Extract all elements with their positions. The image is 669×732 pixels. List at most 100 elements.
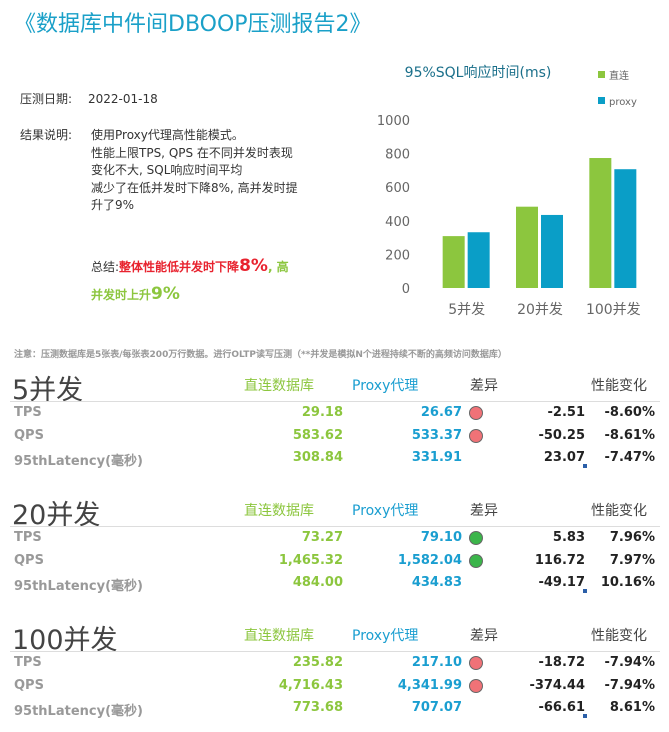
column-header: 性能变化 xyxy=(591,378,647,394)
direct-value: 773.68 xyxy=(292,700,343,715)
direct-value: 1,465.32 xyxy=(278,552,343,568)
bar xyxy=(589,158,612,288)
status-indicator xyxy=(469,406,483,420)
x-tick-label: 100并发 xyxy=(586,302,641,318)
summary-label: 总结: xyxy=(91,260,120,274)
legend-swatch xyxy=(598,97,605,104)
status-indicator xyxy=(469,678,483,693)
bar xyxy=(467,232,490,288)
change-value: -8.60% xyxy=(604,405,656,420)
diff-value: -49.17 xyxy=(538,575,585,590)
legend-swatch xyxy=(598,71,605,78)
legend-label: 直连 xyxy=(609,69,629,82)
direct-value: 29.18 xyxy=(301,405,343,420)
result-label: 结果说明: xyxy=(20,128,73,142)
section-title: 100并发 xyxy=(12,625,118,656)
proxy-value: 217.10 xyxy=(411,655,462,670)
change-value: -7.94% xyxy=(604,655,656,670)
metric: 95thLatency(毫秒) xyxy=(14,704,143,719)
x-tick-label: 5并发 xyxy=(448,302,485,318)
summary-text: 并发时上升 xyxy=(91,288,152,302)
change-value: 10.16% xyxy=(600,575,655,590)
diff-value: -50.25 xyxy=(538,427,585,443)
diff-value: 5.83 xyxy=(552,530,585,545)
note: 注意：压测数据库是5张表/每张表200万行数据。进行OLTP读写压测（**并发是… xyxy=(14,350,507,360)
direct-value: 484.00 xyxy=(292,575,343,590)
comment-flag xyxy=(583,589,587,593)
proxy-value: 707.07 xyxy=(411,700,462,715)
metric: QPS xyxy=(14,552,44,568)
metric: TPS xyxy=(14,530,42,545)
column-header: 直连数据库 xyxy=(244,503,314,519)
y-tick-label: 1000 xyxy=(377,114,410,129)
bar xyxy=(541,214,563,288)
bar xyxy=(442,236,465,288)
change-value: 7.97% xyxy=(609,552,655,568)
y-tick-label: 0 xyxy=(402,282,410,297)
proxy-value: 434.83 xyxy=(411,575,462,590)
header-rule xyxy=(10,401,660,402)
direct-value: 73.27 xyxy=(301,530,343,545)
result-line: 减少了在低并发时下降8%, 高并发时提 xyxy=(91,180,298,195)
proxy-value: 331.91 xyxy=(411,450,462,465)
column-header: Proxy代理 xyxy=(352,628,419,644)
summary-pct: 8% xyxy=(239,256,268,276)
direct-value: 308.84 xyxy=(292,450,343,465)
diff-value: 116.72 xyxy=(534,552,585,568)
metric: QPS xyxy=(14,677,44,693)
column-header: 直连数据库 xyxy=(244,628,314,644)
bar xyxy=(516,206,538,288)
chart-title: 95%SQL响应时间(ms) xyxy=(405,64,552,81)
metric: TPS xyxy=(14,655,42,670)
diff-value: 23.07 xyxy=(543,450,585,465)
section-title: 5并发 xyxy=(12,375,84,406)
diff-value: -18.72 xyxy=(538,655,585,670)
summary-line: 并发时上升9% xyxy=(91,286,180,304)
metric: TPS xyxy=(14,405,42,420)
status-indicator xyxy=(469,553,483,568)
change-value: -7.94% xyxy=(604,677,656,693)
section-title: 20并发 xyxy=(12,500,101,531)
result-line: 使用Proxy代理高性能模式。 xyxy=(91,128,244,142)
summary-text: 整体性能低并发时下降 xyxy=(119,260,240,274)
summary-line: 总结:整体性能低并发时下降8%, 高 xyxy=(91,258,289,276)
header-rule xyxy=(10,651,660,652)
status-indicator xyxy=(469,656,483,670)
column-header: Proxy代理 xyxy=(352,503,419,519)
bar xyxy=(614,169,637,288)
proxy-value: 26.67 xyxy=(420,405,462,420)
column-header: 差异 xyxy=(470,628,498,644)
status-indicator xyxy=(469,428,483,443)
metric: 95thLatency(毫秒) xyxy=(14,579,143,594)
comment-flag xyxy=(583,714,587,718)
summary-pct: 9% xyxy=(151,284,180,304)
legend-label: proxy xyxy=(609,97,637,108)
chart: 95%SQL响应时间(ms) 0 200 400 600 800 1000 5并发 20并发 1… xyxy=(377,64,641,318)
column-header: 直连数据库 xyxy=(244,378,314,394)
proxy-value: 533.37 xyxy=(411,427,462,443)
proxy-value: 1,582.04 xyxy=(397,552,462,568)
y-tick-label: 600 xyxy=(385,181,410,196)
result-line: 性能上限TPS, QPS 在不同并发时表现 xyxy=(91,145,293,160)
column-header: 差异 xyxy=(470,378,498,394)
column-header: 差异 xyxy=(470,503,498,519)
y-tick-label: 800 xyxy=(385,148,410,163)
direct-value: 235.82 xyxy=(292,655,343,670)
metric: QPS xyxy=(14,427,44,443)
diff-value: -374.44 xyxy=(529,677,585,693)
proxy-value: 79.10 xyxy=(420,530,462,545)
y-tick-label: 200 xyxy=(385,248,410,263)
date-label: 压测日期: xyxy=(20,92,73,106)
comment-flag xyxy=(583,464,587,468)
header-rule xyxy=(10,526,660,527)
change-value: 8.61% xyxy=(609,700,655,715)
date: 2022-01-18 xyxy=(88,92,158,106)
column-header: 性能变化 xyxy=(591,503,647,519)
x-tick-label: 20并发 xyxy=(517,302,563,318)
result-line: 升了9% xyxy=(91,198,135,212)
metric: 95thLatency(毫秒) xyxy=(14,454,143,469)
column-header: 性能变化 xyxy=(591,628,647,644)
summary-text: , 高 xyxy=(267,260,289,274)
proxy-value: 4,341.99 xyxy=(397,677,462,693)
